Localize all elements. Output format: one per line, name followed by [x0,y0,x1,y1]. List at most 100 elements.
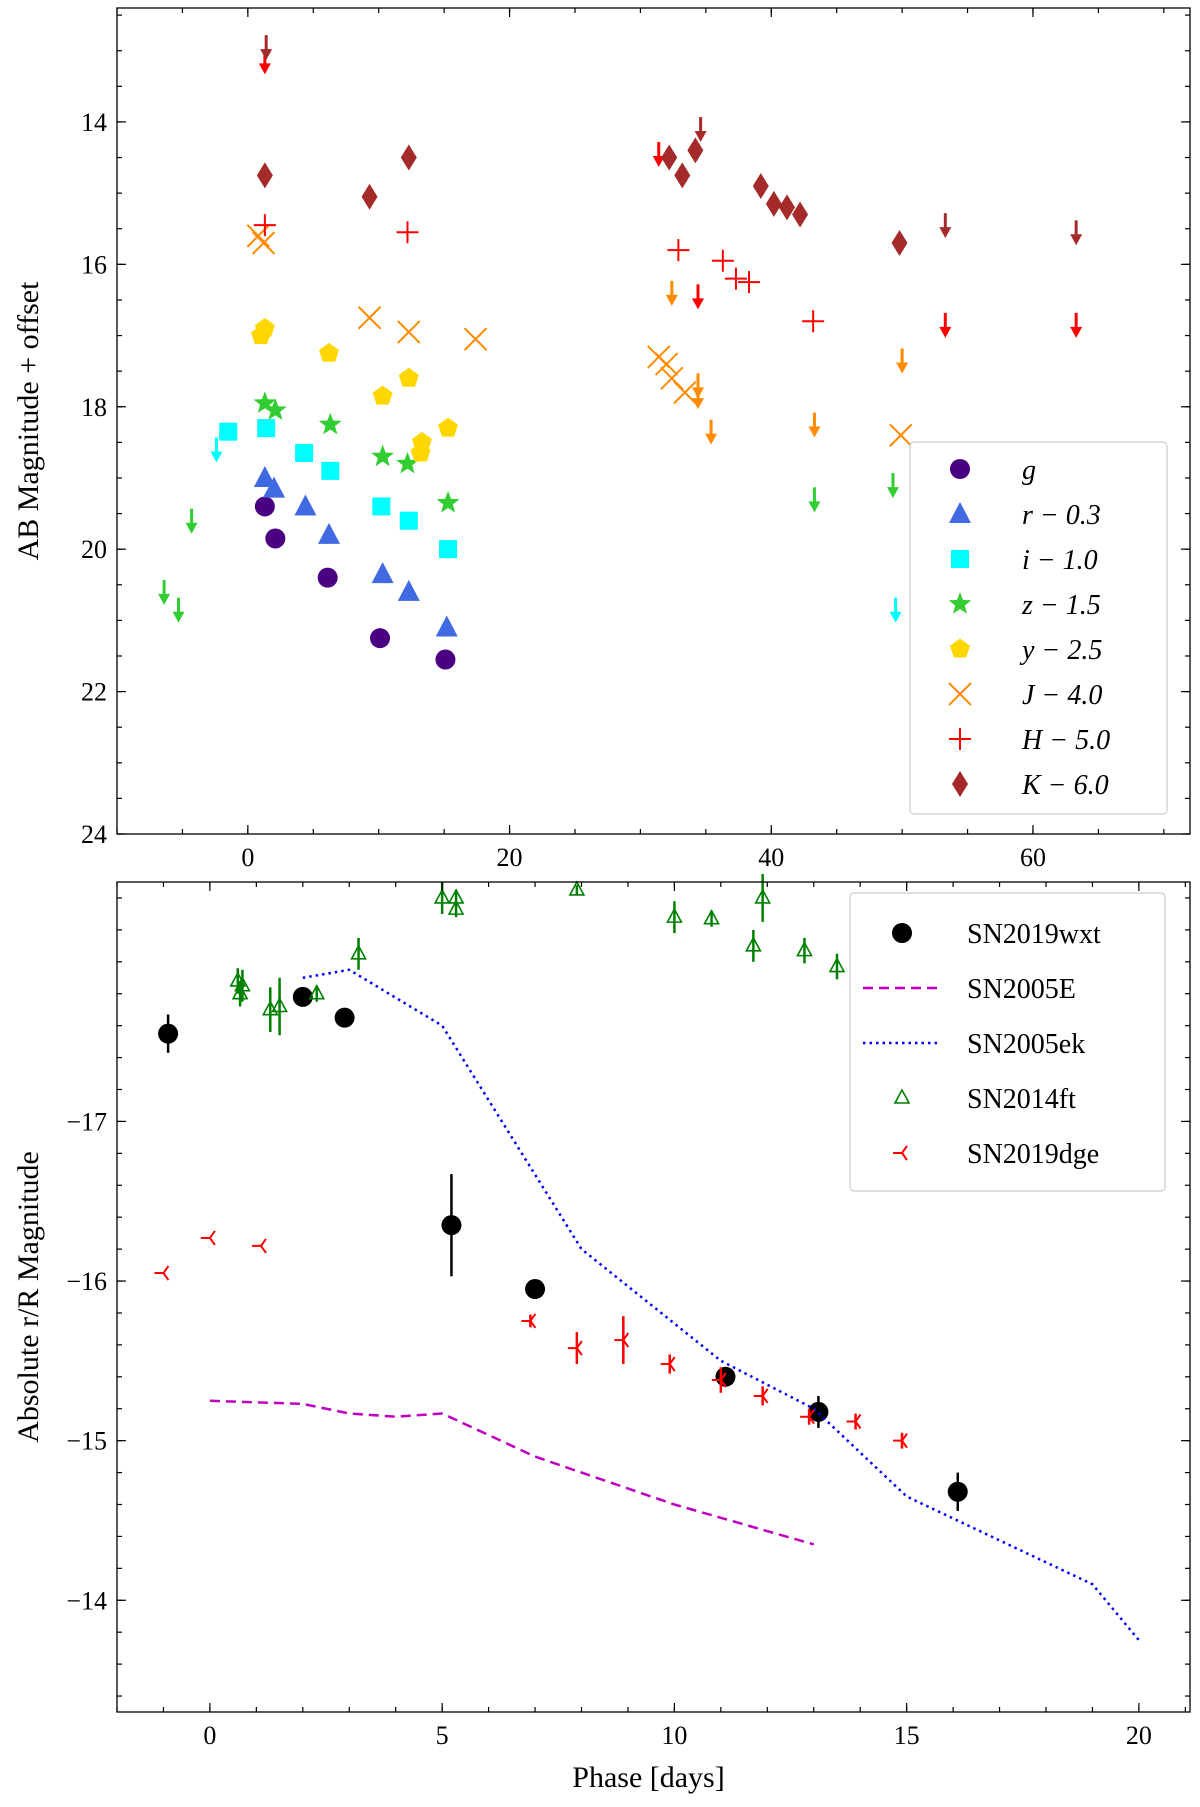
axes-frame [116,881,1191,1713]
upper-limit-arrow [886,473,899,499]
data-point [321,461,340,480]
legend-item-SN2019dge: SN2019dge [893,1139,1099,1170]
data-point [254,496,275,517]
legend-item-y: y − 2.5 [950,635,1102,666]
legend-item-SN2019wxt: SN2019wxt [892,919,1101,950]
data-point [667,239,690,262]
legend-marker [948,682,972,706]
axis-ticks: 0 5 10 15 20 −14 −15 −16 −17 [66,882,1190,1750]
data-point [614,1332,630,1348]
legend-item-SN2005ek: SN2005ek [863,1029,1085,1060]
series-J [246,224,913,447]
data-point [711,249,734,272]
data-point [256,162,273,189]
data-point [435,615,458,637]
upper-limit-arrow [691,284,704,310]
data-point [687,137,704,164]
legend-label: y − 2.5 [1019,635,1102,666]
data-point [200,1230,216,1246]
legend-label: r − 0.3 [1022,500,1101,531]
legend-label: J − 4.0 [1022,680,1102,711]
data-point [263,398,287,420]
data-point [295,444,314,463]
series-K [256,35,1083,256]
data-point [745,936,762,952]
x-tick-label: 20 [1126,1721,1152,1750]
y-axis-label: AB Magnitude + offset [12,281,45,560]
bottom-panel-comparison: 0 5 10 15 20 −14 −15 −16 −17 Absolute r/R Magnitu… [12,874,1191,1794]
data-point [846,1413,862,1430]
data-point [802,310,825,333]
legend-label: SN2019dge [967,1139,1099,1170]
data-point [319,342,339,362]
legend-item-SN2005E: SN2005E [863,974,1076,1005]
upper-limit-arrow [665,280,678,306]
data-point [800,1409,815,1425]
x-tick-label: 10 [661,1721,687,1750]
data-point [308,984,326,1000]
data-point [891,229,908,256]
y-tick-label: 24 [81,820,107,849]
data-point [350,944,367,960]
x-axis-label: Phase [days] [572,1761,724,1794]
data-point [257,419,276,438]
data-point [265,528,286,549]
data-point [711,1372,727,1388]
upper-limit-head [691,298,704,310]
legend-marker [951,550,969,568]
legend-label: SN2014ft [967,1084,1076,1115]
data-point [752,173,769,200]
data-point [666,907,683,923]
y-tick-label: −16 [66,1267,107,1296]
data-point [754,888,771,904]
series-y [251,317,458,462]
data-point [447,899,465,915]
upper-limit-head [158,593,171,605]
legend-item-i: i − 1.0 [951,545,1098,576]
data-point [158,1023,179,1044]
upper-limit-arrow [808,412,821,438]
data-point [674,162,691,189]
upper-limit-head [886,487,899,499]
data-point [778,194,795,221]
legend-marker [952,771,968,797]
upper-limit-head [258,63,271,75]
data-point [372,385,393,405]
legend-marker [892,923,912,943]
legend-label: SN2005ek [967,1029,1085,1060]
data-point [231,984,249,1000]
legend-label: SN2005E [967,974,1076,1005]
data-point [567,1340,583,1356]
legend-label: K − 6.0 [1021,770,1109,801]
x-tick-label: 40 [758,843,784,872]
data-point [399,511,418,530]
data-point [253,465,276,487]
legend-item-K: K − 6.0 [952,770,1109,801]
legend-marker [893,1145,908,1161]
upper-limit-head [705,433,718,445]
upper-limit-head [896,362,909,374]
legend-item-J: J − 4.0 [948,680,1102,711]
upper-limit-arrow [260,35,273,61]
legend-item-H: H − 5.0 [949,725,1110,756]
x-tick-label: 5 [436,1721,449,1750]
upper-limit-arrow [939,213,952,239]
data-point [398,367,419,387]
data-point [357,306,382,330]
data-point [246,224,271,248]
series-SN2005E [209,1399,815,1546]
data-point [568,880,586,896]
data-point [703,909,720,925]
data-point [889,423,913,447]
data-point [371,562,394,584]
data-point [396,451,419,474]
data-point [441,1215,462,1236]
data-point [154,1265,170,1281]
upper-limit-arrow [896,348,909,374]
legend-item-SN2014ft: SN2014ft [893,1084,1076,1115]
axes-frame [116,7,1191,835]
data-point [765,190,782,217]
data-point [438,417,458,437]
data-point [808,1401,829,1422]
y-tick-label: 22 [81,678,107,707]
